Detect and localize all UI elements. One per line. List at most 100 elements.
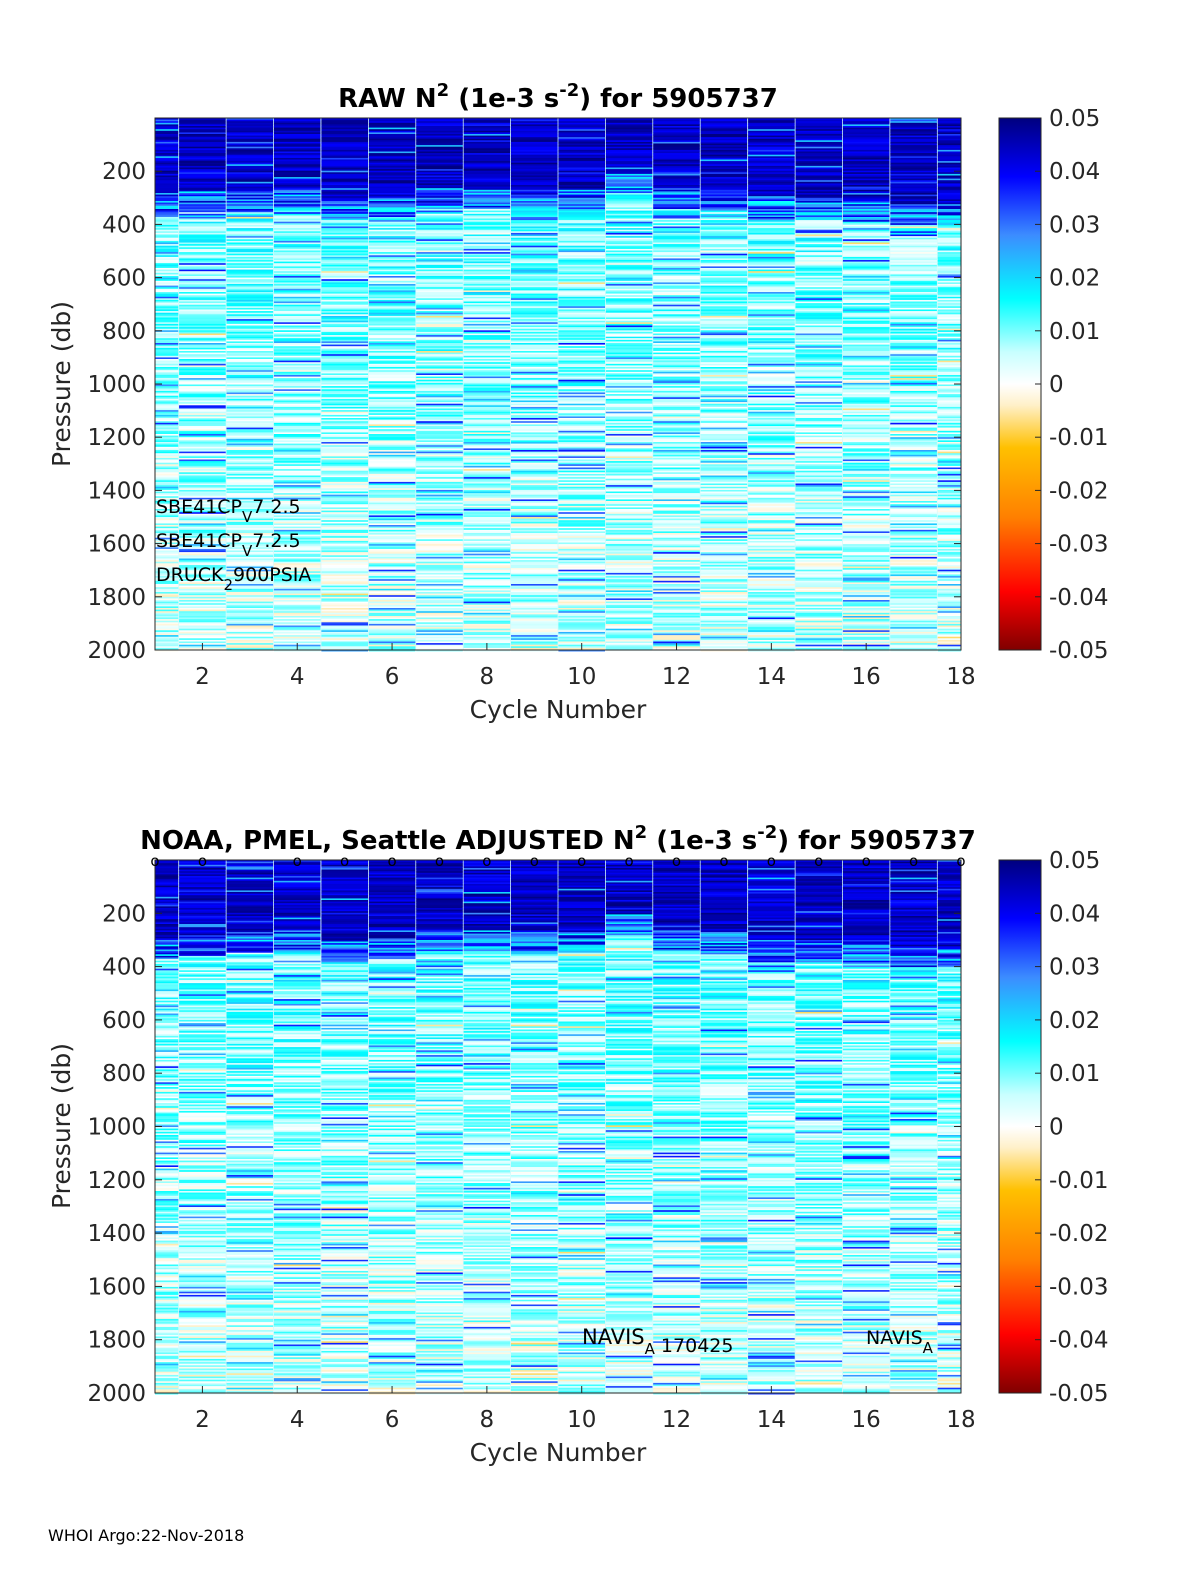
heatmap-cell xyxy=(226,483,274,486)
heatmap-cell xyxy=(155,623,179,626)
heatmap-cell xyxy=(416,539,463,542)
heatmap-cell xyxy=(155,434,179,436)
heatmap-cell xyxy=(155,320,179,323)
heatmap-cell xyxy=(368,325,416,328)
heatmap-cell xyxy=(179,132,226,135)
heatmap-cell xyxy=(416,531,463,534)
heatmap-cell xyxy=(463,373,511,376)
heatmap-cell xyxy=(273,362,321,365)
heatmap-cell xyxy=(321,402,368,405)
heatmap-cell xyxy=(416,256,463,259)
heatmap-cell xyxy=(273,542,321,545)
heatmap-cell xyxy=(179,631,226,634)
heatmap-cell xyxy=(368,620,416,623)
heatmap-cell xyxy=(179,641,226,644)
heatmap-cell xyxy=(273,558,321,561)
heatmap-cell xyxy=(416,486,463,489)
heatmap-cell xyxy=(321,269,368,272)
heatmap-cell xyxy=(179,220,226,223)
heatmap-cell xyxy=(179,228,226,231)
heatmap-cell xyxy=(416,140,463,143)
heatmap-cell xyxy=(321,130,368,133)
heatmap-cell xyxy=(155,127,179,130)
heatmap-cell xyxy=(155,296,179,299)
heatmap-cell xyxy=(226,402,274,405)
heatmap-cell xyxy=(179,442,226,444)
heatmap-cell xyxy=(179,568,226,571)
heatmap-cell xyxy=(368,373,416,376)
heatmap-cell xyxy=(226,280,274,283)
heatmap-cell xyxy=(226,138,274,141)
heatmap-cell xyxy=(273,161,321,164)
heatmap-cell xyxy=(226,226,274,229)
heatmap-cell xyxy=(368,446,416,449)
heatmap-cell xyxy=(273,183,321,186)
heatmap-cell xyxy=(273,217,321,219)
heatmap-cell xyxy=(416,473,463,476)
heatmap-cell xyxy=(463,242,511,245)
heatmap-cell xyxy=(226,282,274,285)
heatmap-cell xyxy=(416,188,463,191)
heatmap-cell xyxy=(416,424,463,427)
heatmap-cell xyxy=(416,371,463,374)
heatmap-cell xyxy=(321,469,368,472)
heatmap-cell xyxy=(226,534,274,537)
heatmap-cell xyxy=(226,323,274,326)
heatmap-cell xyxy=(463,349,511,352)
heatmap-cell xyxy=(368,327,416,330)
heatmap-cell xyxy=(368,341,416,344)
heatmap-cell xyxy=(273,622,321,625)
heatmap-cell xyxy=(321,357,368,360)
heatmap-cell xyxy=(416,185,463,187)
heatmap-cell xyxy=(321,604,368,607)
heatmap-cell xyxy=(155,405,179,408)
heatmap-cell xyxy=(155,509,179,511)
heatmap-cell xyxy=(321,194,368,197)
heatmap-cell xyxy=(155,464,179,467)
heatmap-cell xyxy=(321,375,368,377)
heatmap-cell xyxy=(155,507,179,510)
heatmap-cell xyxy=(226,620,274,623)
heatmap-cell xyxy=(416,537,463,540)
heatmap-cell xyxy=(416,367,463,369)
heatmap-cell xyxy=(463,255,511,258)
heatmap-cell xyxy=(179,165,226,168)
heatmap-cell xyxy=(179,234,226,237)
heatmap-cell xyxy=(226,403,274,406)
heatmap-cell xyxy=(273,569,321,572)
heatmap-cell xyxy=(368,180,416,183)
heatmap-cell xyxy=(463,194,511,197)
heatmap-cell xyxy=(321,362,368,365)
heatmap-cell xyxy=(463,173,511,176)
heatmap-cell xyxy=(368,418,416,420)
heatmap-cell xyxy=(416,260,463,262)
heatmap-cell xyxy=(321,509,368,511)
heatmap-cell xyxy=(321,344,368,347)
heatmap-cell xyxy=(226,568,274,571)
heatmap-cell xyxy=(179,580,226,583)
heatmap-cell xyxy=(416,630,463,633)
heatmap-cell xyxy=(368,183,416,186)
heatmap-cell xyxy=(179,598,226,601)
heatmap-cell xyxy=(463,157,511,160)
heatmap-cell xyxy=(155,159,179,162)
heatmap-cell xyxy=(321,154,368,157)
heatmap-cell xyxy=(226,579,274,582)
heatmap-cell xyxy=(368,443,416,446)
heatmap-cell xyxy=(273,418,321,420)
heatmap-cell xyxy=(226,569,274,572)
heatmap-cell xyxy=(179,271,226,274)
heatmap-cell xyxy=(273,473,321,476)
heatmap-cell xyxy=(368,338,416,341)
heatmap-cell xyxy=(226,290,274,293)
heatmap-cell xyxy=(273,181,321,184)
heatmap-cell xyxy=(273,496,321,499)
heatmap-cell xyxy=(273,274,321,277)
heatmap-cell xyxy=(179,427,226,430)
heatmap-cell xyxy=(226,382,274,385)
heatmap-cell xyxy=(155,122,179,125)
heatmap-cell xyxy=(416,373,463,376)
heatmap-cell xyxy=(179,368,226,371)
heatmap-cell xyxy=(368,489,416,492)
heatmap-cell xyxy=(179,480,226,483)
